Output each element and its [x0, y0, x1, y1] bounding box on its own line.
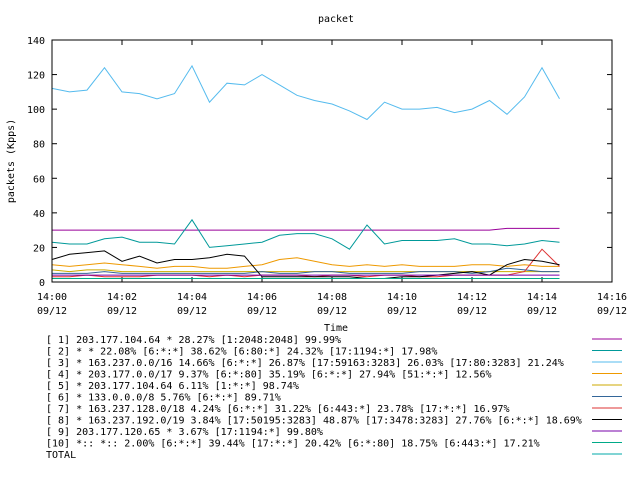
series-line-6	[52, 267, 560, 274]
series-line-8	[51, 250, 560, 279]
x-tick-time: 14:06	[247, 292, 277, 303]
y-tick-label: 40	[33, 209, 45, 220]
series-line-4	[51, 257, 560, 269]
chart-title: packet	[318, 14, 354, 25]
y-axis-label: packets (Kpps)	[6, 119, 17, 203]
x-tick-time: 14:00	[37, 292, 67, 303]
x-tick-time: 14:14	[527, 292, 557, 303]
y-tick-label: 120	[27, 71, 45, 82]
series-line-5	[51, 269, 560, 273]
legend-label: [ 5] * 203.177.104.64 6.11% [1:*:*] 98.7…	[46, 381, 299, 392]
x-tick-date: 09/12	[247, 306, 277, 317]
x-tick-time: 14:12	[457, 292, 487, 303]
legend-label: [ 9] 203.177.120.65 * 3.67% [17:1194:*] …	[46, 427, 323, 438]
y-tick-label: 80	[33, 140, 45, 151]
x-tick-time: 14:16	[597, 292, 627, 303]
x-tick-date: 09/12	[37, 306, 67, 317]
y-tick-label: 100	[27, 105, 45, 116]
x-tick-time: 14:08	[317, 292, 347, 303]
x-tick-date: 09/12	[107, 306, 137, 317]
legend-label: [ 2] * * 22.08% [6:*:*] 38.62% [6:80:*] …	[46, 347, 437, 358]
legend-label: [ 4] * 203.177.0.0/17 9.37% [6:*:80] 35.…	[46, 370, 492, 381]
x-tick-time: 14:04	[177, 292, 207, 303]
x-tick-date: 09/12	[177, 306, 207, 317]
legend-label: [ 7] * 163.237.128.0/18 4.24% [6:*:*] 31…	[46, 404, 510, 415]
y-tick-label: 60	[33, 174, 45, 185]
x-tick-date: 09/12	[597, 306, 627, 317]
x-tick-date: 09/12	[457, 306, 487, 317]
legend-label: [10] *:: *:: 2.00% [6:*:*] 39.44% [17:*:…	[46, 439, 540, 450]
series-line-3	[51, 64, 560, 121]
series-line-1	[52, 227, 560, 231]
legend-label: TOTAL	[46, 450, 76, 461]
y-axis: 0 20 40 60 80 100 120 140	[27, 36, 612, 289]
y-tick-label: 0	[39, 278, 45, 289]
x-axis-label: Time	[324, 323, 348, 334]
legend-label: [ 1] 203.177.104.64 * 28.27% [1:2048:204…	[46, 335, 341, 346]
series-line-2	[51, 218, 560, 250]
y-tick-label: 20	[33, 243, 45, 254]
legend-label: [ 6] * 133.0.0.0/8 5.76% [6:*:*] 89.71%	[46, 393, 281, 404]
y-tick-label: 140	[27, 36, 45, 47]
x-axis: 14:00 09/12 14:02 09/12 14:04 09/12 14:06 09/12…	[37, 40, 627, 317]
x-tick-time: 14:02	[107, 292, 137, 303]
legend: [ 1] 203.177.104.64 * 28.27% [1:2048:204…	[46, 335, 622, 461]
plot-border	[51, 39, 613, 283]
legend-label: [ 3] * 163.237.0.0/16 14.66% [6:*:*] 26.…	[46, 358, 564, 369]
x-tick-date: 09/12	[387, 306, 417, 317]
legend-label: [ 8] * 163.237.192.0/19 3.84% [17:50195:…	[46, 416, 582, 427]
plot-area	[51, 64, 560, 279]
x-tick-date: 09/12	[527, 306, 557, 317]
x-tick-time: 14:10	[387, 292, 417, 303]
x-tick-date: 09/12	[317, 306, 347, 317]
